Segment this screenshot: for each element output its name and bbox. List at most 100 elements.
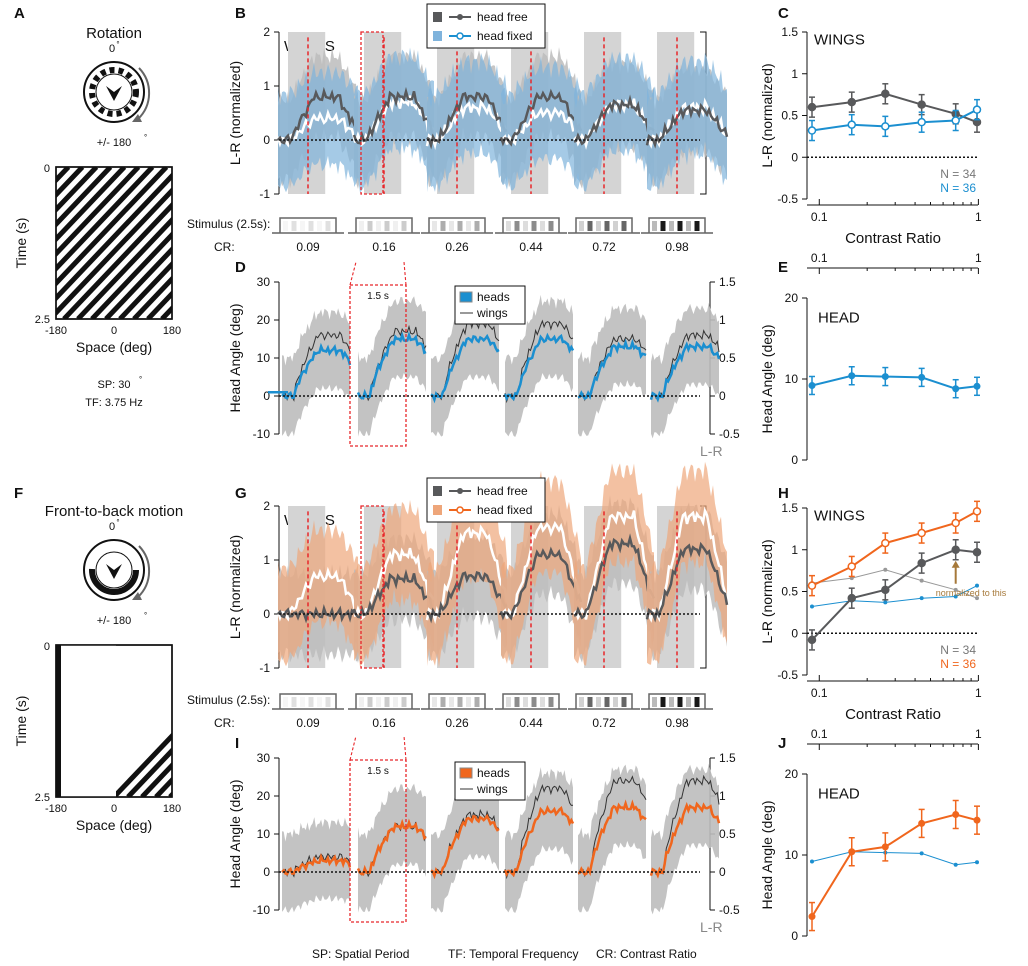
panelA-stripe (132, 275, 172, 319)
panelG-ylabel: L-R (normalized) (227, 535, 243, 639)
panelC-xtick-1: 1 (975, 210, 982, 224)
stimrow-bottom-stim-bar-4-3 (604, 697, 610, 707)
stimrow-bottom-cr-label: CR: (214, 716, 235, 730)
panelJ-ref-point-4 (953, 862, 958, 867)
stimrow-top-cr-value-2: 0.26 (445, 240, 469, 254)
panelF-title: Front-to-back motion (45, 503, 183, 520)
panelF-stripe (140, 761, 172, 797)
stimrow-top-stim-bar-2-3 (457, 221, 463, 231)
panelB-legend-swatch-free (433, 12, 442, 22)
stimrow-top-stim-bar-2-2 (449, 221, 454, 231)
panelJ-point-0 (808, 913, 816, 921)
panelH-xlabel: Contrast Ratio (845, 706, 941, 723)
panelH-ref-point-2-2 (883, 567, 888, 572)
panelH-ref-point-3-4 (953, 594, 958, 599)
stimrow-top-stim-bar-5-5 (694, 221, 700, 231)
panelD-band-heads-5 (651, 302, 719, 439)
stimrow-bottom-stim-bar-2-0 (432, 697, 437, 707)
panelI-ytick-3: 20 (257, 789, 271, 803)
panelD-trace-heads-1 (356, 331, 427, 400)
stimrow-bottom-stim-bar-3-4 (540, 697, 545, 707)
panelE-ytick-0: 0 (791, 453, 798, 467)
panelA-xtick-1: 0 (111, 325, 117, 337)
stimrow-bottom-stim-bar-4-0 (579, 697, 584, 707)
stimrow-top-stim-bar-1-2 (376, 221, 381, 231)
panelG-trace-headfree-4 (573, 533, 656, 620)
panelF-arena-pattern (89, 545, 139, 595)
panelD-legend-label-heads: heads (477, 290, 510, 304)
panelG-trace-headfixed-4 (573, 510, 655, 621)
stimrow-top-cr-label: CR: (214, 240, 235, 254)
panelI-band-heads-3 (505, 767, 573, 913)
stimrow-top-stim-bar-5-1 (660, 221, 666, 231)
panel-label-c: C (778, 5, 789, 22)
panelG-trace-headfixed-0 (276, 566, 360, 622)
panelD-ytick-3: 20 (257, 313, 271, 327)
panelG-legend-box (426, 477, 546, 523)
panelG-ytick-2: 1 (263, 553, 270, 567)
stimrow-bottom-stim-bar-4-5 (621, 697, 627, 707)
panelA-stripe (56, 167, 141, 258)
panelD-trace-heads-5 (649, 340, 721, 403)
panelB-legend-label-free: head free (477, 10, 528, 24)
panelI-trace-heads-0 (281, 852, 352, 876)
panelE-title: HEAD (818, 309, 860, 326)
panelA-space-time-plot (55, 166, 173, 320)
panelH-ref-line-2 (811, 569, 978, 599)
panelH-point-1-5 (972, 507, 982, 516)
stimrow-top-stim-bar-5-2 (669, 221, 674, 231)
panelG-legend-label-free: head free (477, 484, 528, 498)
stimrow-top-stim-bar-4-3 (604, 221, 610, 231)
panelH-ylabel: L-R (normalized) (759, 539, 775, 643)
panelF-rotation-arrowhead (132, 592, 142, 600)
panelC-n-headfixed: N = 36 (940, 181, 976, 195)
panelC-ylabel: L-R (normalized) (759, 63, 775, 167)
stimrow-bottom-stim-bar-1-3 (384, 697, 390, 707)
footer-sp: SP: Spatial Period (312, 947, 409, 961)
panelJ-series-line (811, 813, 978, 918)
stimrow-bottom-stim-bar-2-2 (449, 697, 454, 707)
stimrow-bottom-stim-bar-2-3 (457, 697, 463, 707)
panelG-legend-marker-free (457, 488, 463, 494)
stimrow-top-stim-bar-2-5 (474, 221, 480, 231)
stimrow-top-cr-value-0: 0.09 (296, 240, 320, 254)
panelJ-point-5 (973, 816, 981, 824)
panelC-point-0-1 (847, 97, 857, 107)
panelH-ref-line-3 (811, 585, 978, 607)
stimrow-top-stim-bar-4-2 (596, 221, 601, 231)
panelA-stripe (56, 167, 85, 199)
panelH-point-1-4 (951, 518, 960, 528)
panelB-trace-headfree-2 (426, 91, 508, 150)
stimrow-bottom-stim-bar-1-2 (376, 697, 381, 707)
panel-label-j: J (778, 735, 786, 752)
panelB-ytick-2: 1 (263, 79, 270, 93)
stimrow-bottom-stim-bar-4-4 (613, 697, 618, 707)
stimrow-top-stim-bar-3-5 (548, 221, 554, 231)
panelA-fly-icon (106, 86, 122, 101)
panelE-ytick-1: 10 (785, 372, 799, 386)
panelA-xtick-2: 180 (163, 325, 181, 337)
stimrow-top-stim-bar-1-0 (359, 221, 364, 231)
panel-label-g: G (235, 485, 247, 502)
stimrow-bottom-stim-bar-3-0 (506, 697, 511, 707)
panelA-arena-outer (83, 61, 145, 123)
panelA-stripe (56, 167, 155, 273)
panelC-point-0-0 (807, 102, 817, 112)
panelH-ref-point-2-4 (953, 587, 958, 592)
panelD-band-heads-2 (431, 294, 499, 437)
panelD-band-heads-4 (578, 303, 646, 437)
panelA-ytick-1: 2.5 (35, 314, 50, 326)
panelB-trace-headfree-4 (573, 94, 655, 146)
panelC-ytick-1: 0 (791, 150, 798, 164)
panelI-ytick-1: 0 (263, 865, 270, 879)
panelF-stripe (126, 747, 172, 797)
panelF-zero-deg: ° (116, 518, 119, 527)
panelA-pm180-deg: ° (144, 133, 147, 142)
panelI-band-heads-1 (358, 783, 426, 913)
stimrow-bottom-cr-value-4: 0.72 (592, 716, 616, 730)
bottom-timebar-label: 1.5 s (367, 766, 389, 777)
panelB-band-headfixed-5 (647, 52, 727, 191)
stimrow-bottom-stim-box-2 (428, 693, 486, 710)
panelH-point-0-2 (881, 585, 890, 595)
panelG-band-headfixed-0 (278, 520, 358, 667)
